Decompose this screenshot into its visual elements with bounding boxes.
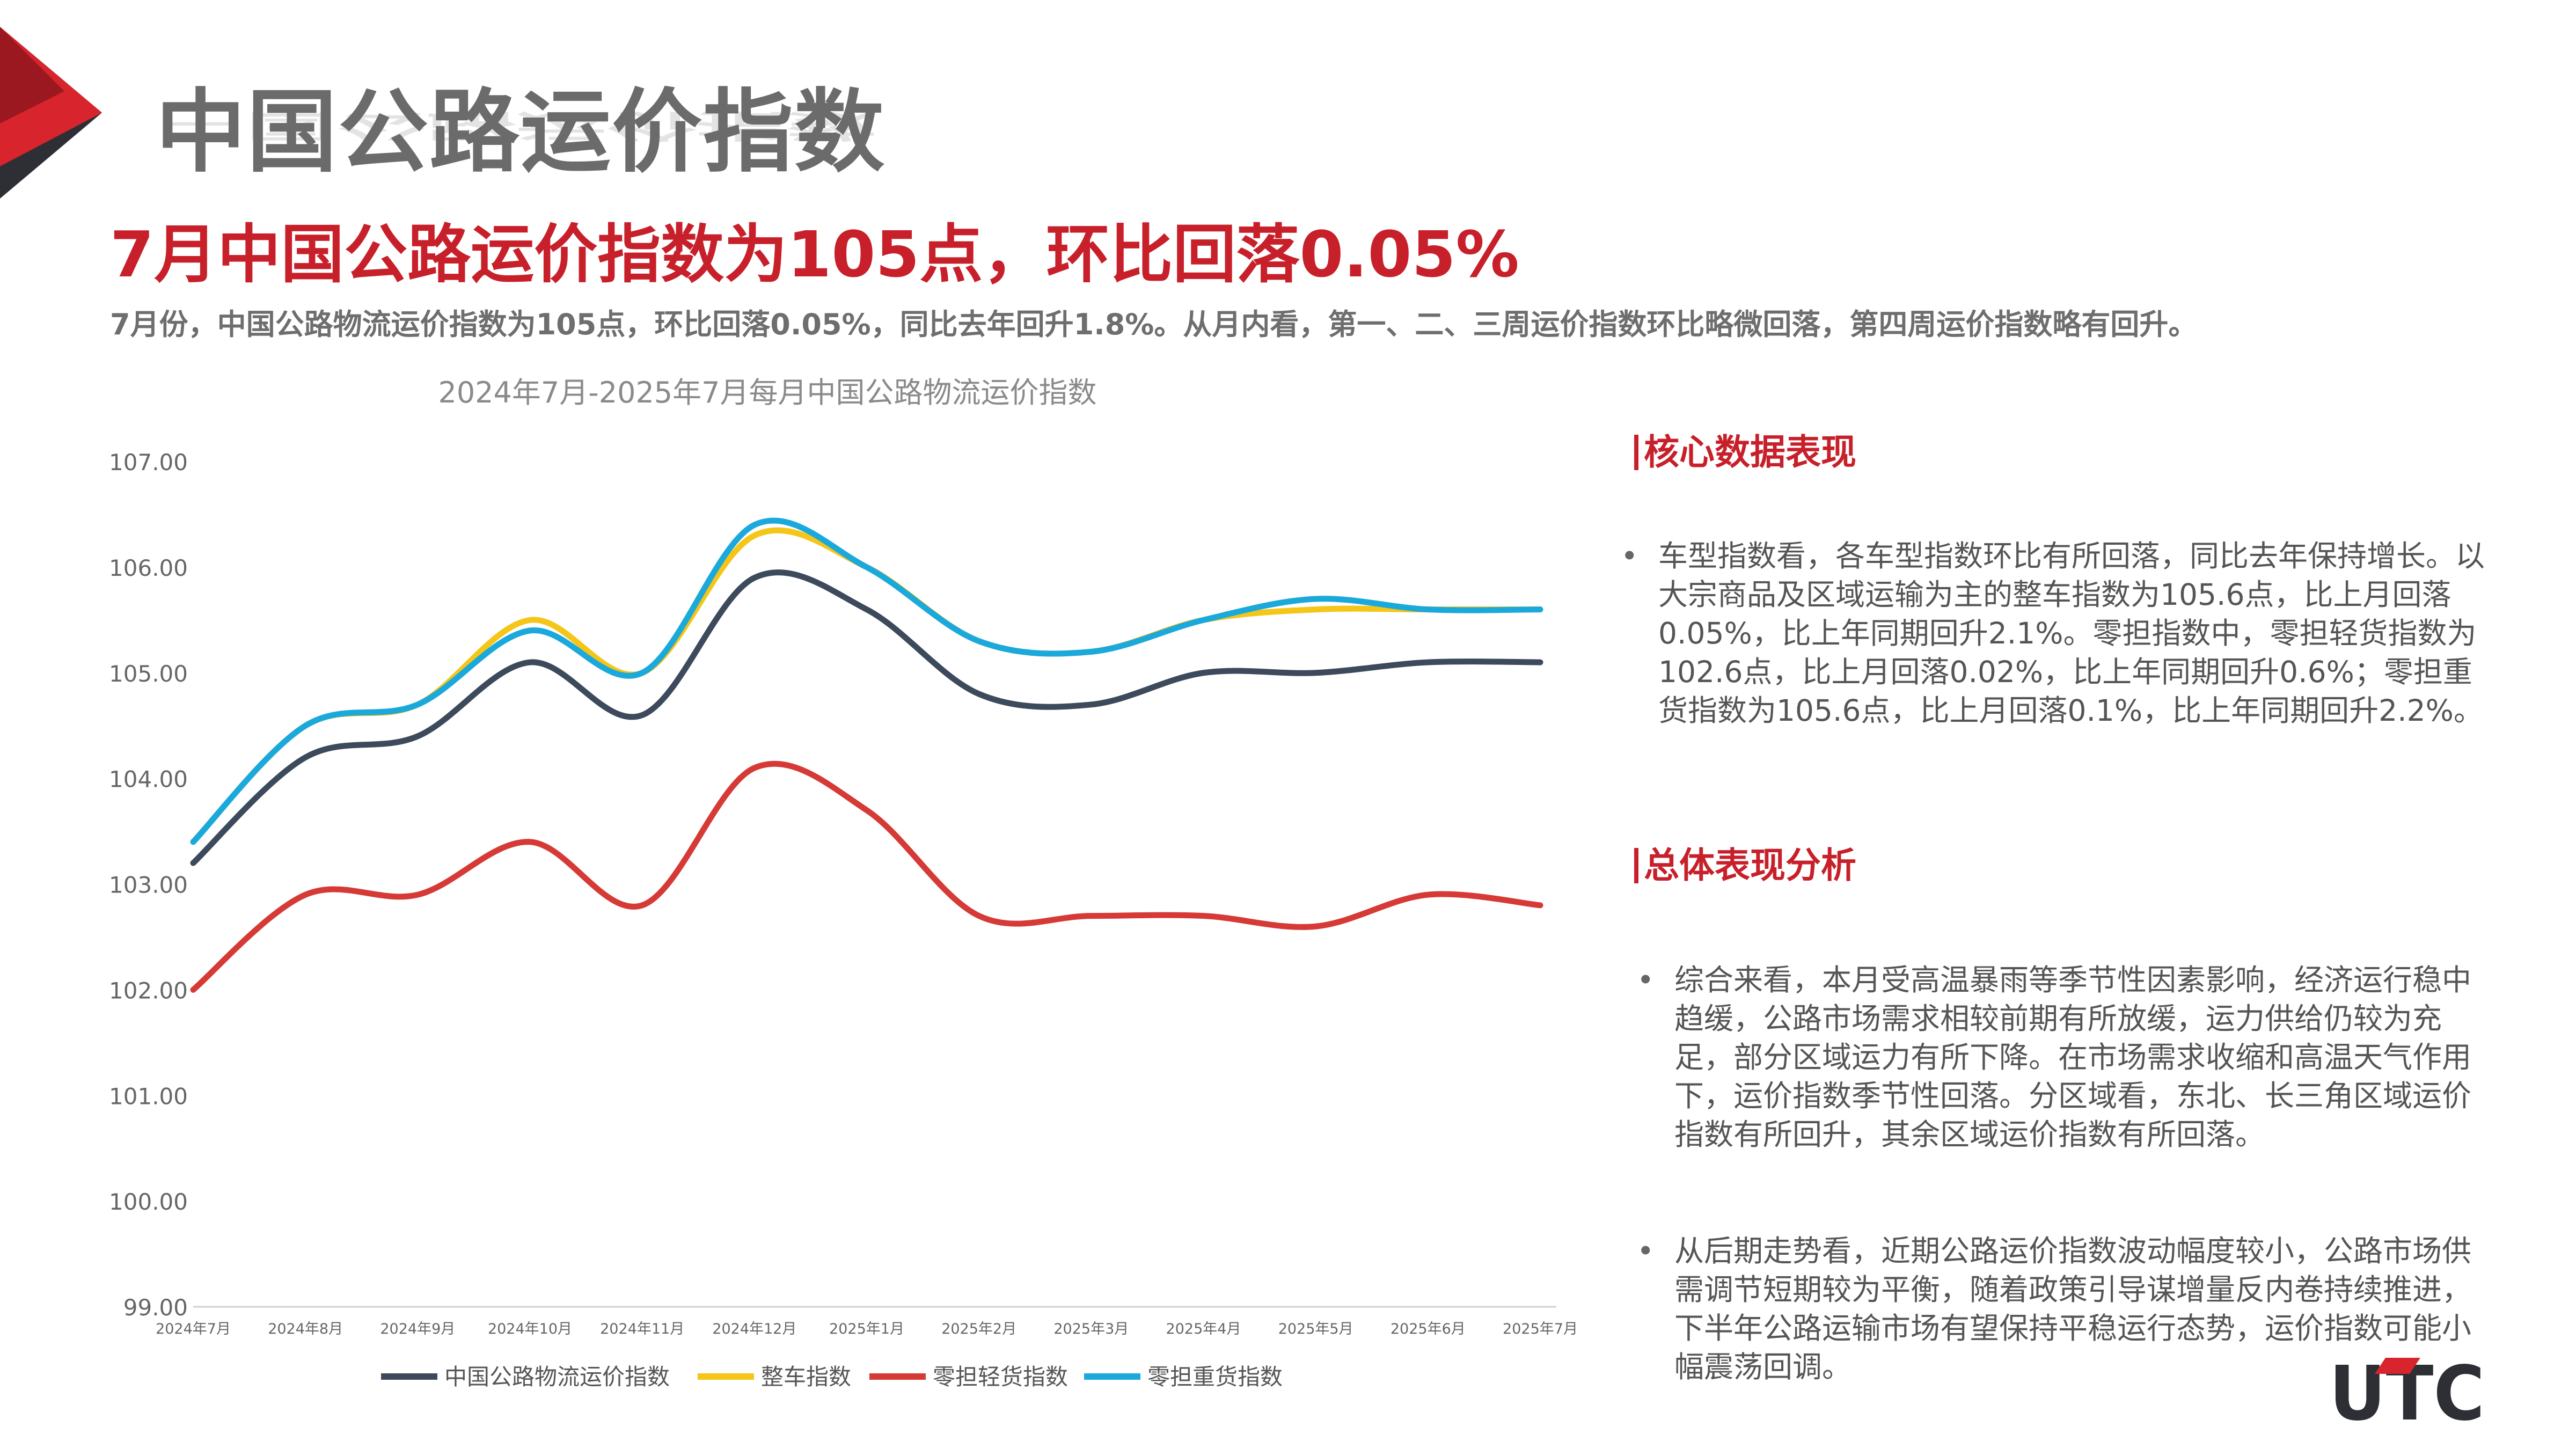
chart-legend: 中国公路物流运价指数 整车指数 零担轻货指数 零担重货指数 xyxy=(381,1364,1283,1390)
y-tick-label: 105.00 xyxy=(109,661,188,687)
x-tick-label: 2024年12月 xyxy=(712,1321,796,1337)
bullet-analysis-2: • 从后期走势看，近期公路运价指数波动幅度较小，公路市场供需调节短期较为平衡，随… xyxy=(1637,1232,2490,1386)
bullet-dot: • xyxy=(1621,539,1638,573)
legend-label: 中国公路物流运价指数 xyxy=(444,1364,670,1390)
bullet-dot: • xyxy=(1637,963,1655,997)
summary-text: 7月份，中国公路物流运价指数为105点，环比回落0.05%，同比去年回升1.8%… xyxy=(110,308,2198,341)
page-title: 中国公路运价指数 xyxy=(156,79,885,185)
bullet-text: 从后期走势看，近期公路运价指数波动幅度较小，公路市场供需调节短期较为平衡，随着政… xyxy=(1674,1234,2472,1384)
series-line-3 xyxy=(190,517,1543,845)
x-tick-label: 2024年7月 xyxy=(156,1321,231,1337)
x-tick-label: 2024年10月 xyxy=(488,1321,572,1337)
y-tick-label: 102.00 xyxy=(109,977,188,1004)
headline: 7月中国公路运价指数为105点，环比回落0.05% xyxy=(110,217,1519,291)
y-tick-label: 104.00 xyxy=(109,766,188,793)
corner-arrow-decoration xyxy=(0,27,102,199)
x-tick-label: 2024年9月 xyxy=(380,1321,455,1337)
utc-logo: UTC xyxy=(2329,1352,2485,1433)
series-line-2 xyxy=(190,760,1543,993)
series-line-1 xyxy=(190,527,1543,845)
chart-title: 2024年7月-2025年7月每月中国公路物流运价指数 xyxy=(438,376,1096,409)
series-line-0 xyxy=(190,569,1543,866)
y-tick-label: 107.00 xyxy=(109,449,188,475)
legend-label: 零担重货指数 xyxy=(1147,1364,1283,1390)
x-tick-label: 2025年1月 xyxy=(829,1321,904,1337)
series-layer xyxy=(190,517,1543,993)
bullet-dot: • xyxy=(1637,1234,1655,1268)
x-tick-label: 2025年5月 xyxy=(1278,1321,1353,1337)
y-tick-label: 101.00 xyxy=(109,1083,188,1109)
bullet-core-data: • 车型指数看，各车型指数环比有所回落，同比去年保持增长。以大宗商品及区域运输为… xyxy=(1621,537,2490,730)
line-chart: 2024年7月-2025年7月每月中国公路物流运价指数 107.00 106.00… xyxy=(109,376,1578,1390)
legend-label: 零担轻货指数 xyxy=(933,1364,1068,1390)
x-tick-label: 2025年4月 xyxy=(1166,1321,1241,1337)
y-tick-label: 106.00 xyxy=(109,555,188,581)
x-tick-label: 2024年8月 xyxy=(268,1321,343,1337)
section-title-analysis: 总体表现分析 xyxy=(1634,848,1856,883)
x-tick-label: 2025年3月 xyxy=(1053,1321,1129,1337)
y-tick-label: 99.00 xyxy=(123,1294,188,1321)
legend-label: 整车指数 xyxy=(761,1364,851,1390)
x-tick-label: 2025年7月 xyxy=(1503,1321,1578,1337)
x-tick-label: 2025年6月 xyxy=(1391,1321,1466,1337)
bullet-analysis-1: • 综合来看，本月受高温暴雨等季节性因素影响，经济运行稳中趋缓，公路市场需求相较… xyxy=(1637,961,2490,1154)
x-axis: 2024年7月 2024年8月 2024年9月 2024年10月 2024年11月 202… xyxy=(156,1321,1578,1337)
y-axis: 107.00 106.00 105.00 104.00 103.00 102.00 101.… xyxy=(109,449,1556,1321)
bullet-text: 车型指数看，各车型指数环比有所回落，同比去年保持增长。以大宗商品及区域运输为主的… xyxy=(1658,539,2485,728)
y-tick-label: 103.00 xyxy=(109,872,188,898)
section-title-core-data: 核心数据表现 xyxy=(1634,435,1856,470)
y-tick-label: 100.00 xyxy=(109,1189,188,1215)
x-tick-label: 2024年11月 xyxy=(600,1321,684,1337)
x-tick-label: 2025年2月 xyxy=(941,1321,1016,1337)
bullet-text: 综合来看，本月受高温暴雨等季节性因素影响，经济运行稳中趋缓，公路市场需求相较前期… xyxy=(1674,963,2472,1152)
page-title-reflection: 中国公路运价指数 xyxy=(156,107,877,144)
